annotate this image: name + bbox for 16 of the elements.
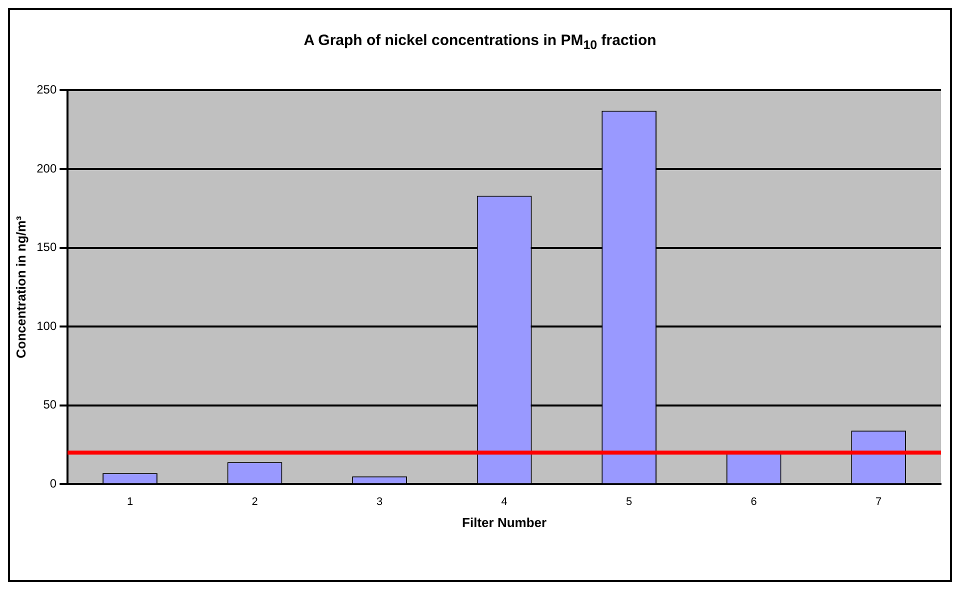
x-axis-title: Filter Number [462,514,547,530]
x-tick-label: 4 [501,496,508,508]
y-tick-label: 200 [36,161,57,176]
x-tick-label: 3 [376,496,383,508]
y-tick-label: 50 [43,398,57,412]
y-axis-title: Concentration in ng/m³ [13,215,28,358]
y-tick-label: 0 [50,476,57,491]
x-tick-label: 6 [750,496,757,508]
x-tick-label: 1 [126,496,134,508]
x-tick-label: 5 [626,496,632,508]
y-tick-label: 150 [36,240,57,254]
x-tick-label: 2 [252,496,258,508]
y-tick-label: 100 [36,318,57,333]
x-tick-label: 7 [876,496,882,508]
chart-title: A Graph of nickel concentrations in PM$_{10}$ fraction [302,31,658,54]
y-tick-label: 250 [36,82,57,97]
